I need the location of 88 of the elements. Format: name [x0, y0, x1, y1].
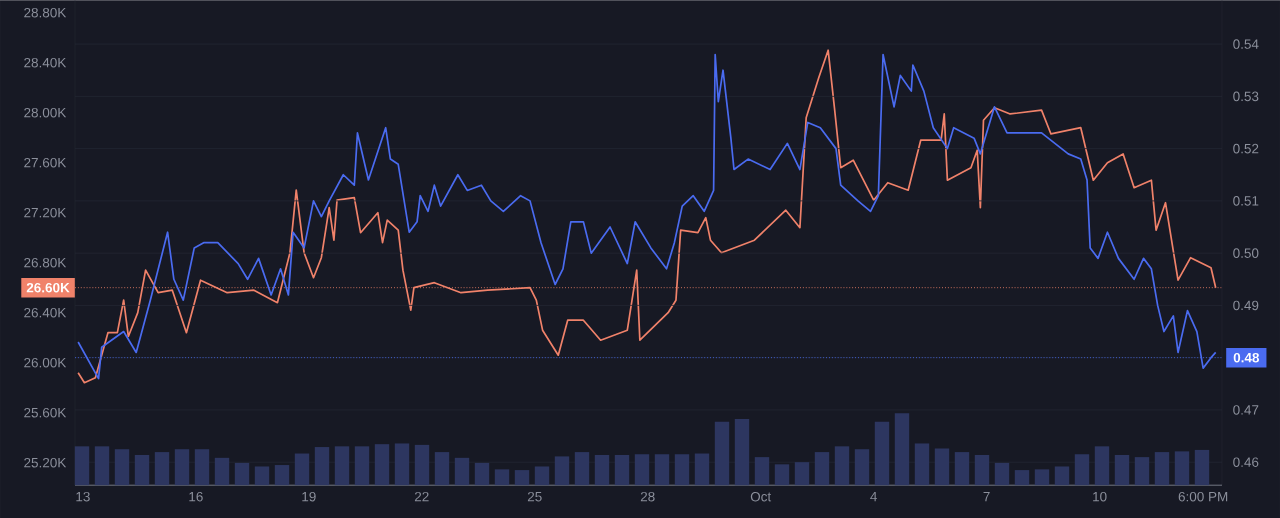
- bar: [1194, 449, 1210, 486]
- bar: [774, 464, 790, 486]
- x-tick-label: 22: [414, 491, 429, 502]
- bar: [954, 451, 970, 486]
- bar: [414, 444, 430, 486]
- y-tick-label: 27.20K: [24, 207, 67, 218]
- y2-tick-label: 0.53: [1233, 91, 1259, 102]
- bar: [554, 456, 570, 486]
- bar: [514, 469, 530, 486]
- bar: [614, 454, 630, 486]
- y-tick-label: 27.60K: [24, 157, 67, 168]
- bar: [634, 454, 650, 486]
- bar: [234, 462, 250, 486]
- bar: [174, 449, 190, 486]
- bar: [794, 462, 810, 486]
- x-tick-label: 19: [302, 491, 316, 502]
- x-tick-label: 6:00 PM: [1178, 491, 1228, 502]
- bar: [154, 451, 170, 486]
- bar: [734, 418, 750, 486]
- bar: [314, 446, 330, 486]
- bar: [1014, 469, 1030, 486]
- bar: [834, 446, 850, 486]
- bar: [454, 457, 470, 486]
- bar: [274, 464, 290, 486]
- y-tick-label: 28.40K: [24, 57, 67, 68]
- bar: [1114, 454, 1130, 486]
- y2-tick-label: 0.46: [1233, 457, 1259, 467]
- y2-tick-label: 0.48: [1233, 352, 1260, 363]
- x-tick-label: 16: [189, 491, 203, 502]
- bar: [714, 421, 730, 486]
- bar: [494, 469, 510, 486]
- bar: [114, 449, 130, 486]
- bar: [534, 466, 550, 486]
- bar: [474, 462, 490, 486]
- bar: [1074, 454, 1090, 486]
- y2-tick-label: 0.47: [1233, 405, 1259, 415]
- bar: [334, 446, 350, 486]
- bar: [254, 466, 270, 486]
- bar: [294, 453, 310, 486]
- y-tick-label: 28.80K: [24, 7, 67, 18]
- y-tick-label: 25.20K: [24, 457, 67, 468]
- x-tick-label: 25: [527, 491, 542, 502]
- bar: [654, 454, 670, 486]
- bar: [974, 454, 990, 486]
- x-tick-label: 10: [1093, 491, 1107, 502]
- bar: [1054, 466, 1070, 486]
- ref-line-label: 26.60K: [26, 282, 70, 293]
- bar: [814, 451, 830, 486]
- y-tick-label: 28.00K: [24, 107, 67, 118]
- bar: [194, 449, 210, 486]
- bar: [994, 462, 1010, 486]
- bar: [74, 446, 90, 486]
- bar: [374, 444, 390, 486]
- bar: [1034, 469, 1050, 486]
- bar: [434, 451, 450, 486]
- y2-tick-label: 0.51: [1233, 196, 1259, 206]
- y-tick-label: 26.00K: [24, 357, 67, 368]
- bar: [874, 421, 890, 486]
- bar: [94, 446, 110, 486]
- bar: [214, 457, 230, 486]
- y2-tick-label: 0.52: [1233, 143, 1259, 154]
- bar: [1174, 451, 1190, 486]
- bar: [1094, 446, 1110, 486]
- bar: [134, 454, 150, 486]
- bar: [754, 457, 770, 486]
- y-tick-label: 25.60K: [24, 407, 67, 418]
- bar: [854, 449, 870, 486]
- x-tick-label: 4: [870, 491, 878, 502]
- bar: [394, 443, 410, 486]
- y2-tick-label: 0.49: [1233, 300, 1259, 311]
- bar: [694, 453, 710, 486]
- bar: [894, 413, 910, 486]
- bar: [914, 443, 930, 486]
- x-tick-label: 28: [640, 491, 655, 502]
- y-tick-label: 26.80K: [24, 257, 67, 268]
- bar: [674, 454, 690, 486]
- x-tick-label: Oct: [750, 491, 772, 502]
- bar: [1154, 451, 1170, 486]
- y-tick-label: 26.40K: [24, 307, 67, 318]
- y2-tick-label: 0.50: [1233, 248, 1259, 258]
- x-tick-label: 7: [983, 491, 990, 502]
- bar: [1134, 457, 1150, 486]
- bar: [354, 446, 370, 486]
- bar: [574, 451, 590, 486]
- x-tick-label: 13: [76, 491, 90, 502]
- bar: [594, 454, 610, 486]
- y2-tick-label: 0.54: [1233, 39, 1259, 49]
- bar: [934, 448, 950, 486]
